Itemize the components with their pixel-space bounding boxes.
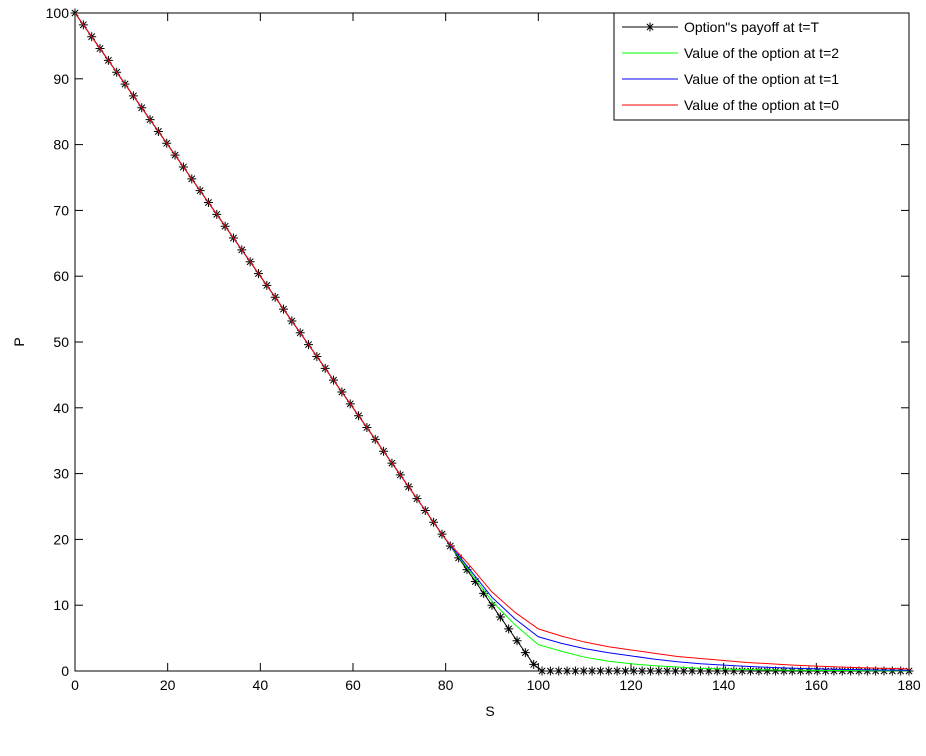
y-tick-label: 80	[53, 137, 69, 153]
y-tick-label: 30	[53, 466, 69, 482]
y-tick-label: 0	[61, 663, 69, 679]
y-tick-label: 90	[53, 71, 69, 87]
marker	[546, 667, 555, 676]
y-tick-label: 50	[53, 334, 69, 350]
x-tick-label: 100	[527, 677, 551, 693]
chart: S P 0 20 40 60 80 100 120 140 160 180 0 10 20 30 40 50 6…	[0, 0, 926, 756]
legend-label: Option"s payoff at t=T	[684, 19, 820, 35]
x-tick-label: 20	[160, 677, 176, 693]
legend-label: Value of the option at t=2	[684, 45, 839, 61]
x-tick-label: 140	[712, 677, 736, 693]
legend-label: Value of the option at t=1	[684, 71, 839, 87]
legend-label: Value of the option at t=0	[684, 97, 839, 113]
y-tick-label: 40	[53, 400, 69, 416]
marker	[621, 667, 630, 676]
marker	[563, 667, 572, 676]
x-tick-label: 180	[897, 677, 921, 693]
x-axis-label: S	[485, 703, 494, 719]
x-tick-label: 80	[438, 677, 454, 693]
legend-marker	[646, 23, 655, 32]
y-tick-label: 10	[53, 597, 69, 613]
marker	[754, 667, 763, 676]
y-tick-label: 20	[53, 531, 69, 547]
marker	[638, 667, 647, 676]
x-tick-label: 60	[345, 677, 361, 693]
marker	[504, 624, 513, 633]
y-tick-label: 70	[53, 202, 69, 218]
y-tick-label: 100	[46, 5, 70, 21]
x-tick-label: 120	[619, 677, 643, 693]
x-tick-label: 0	[71, 677, 79, 693]
x-tick-label: 40	[253, 677, 269, 693]
x-tick-label: 160	[805, 677, 829, 693]
y-axis-label: P	[11, 337, 27, 346]
y-tick-label: 60	[53, 268, 69, 284]
